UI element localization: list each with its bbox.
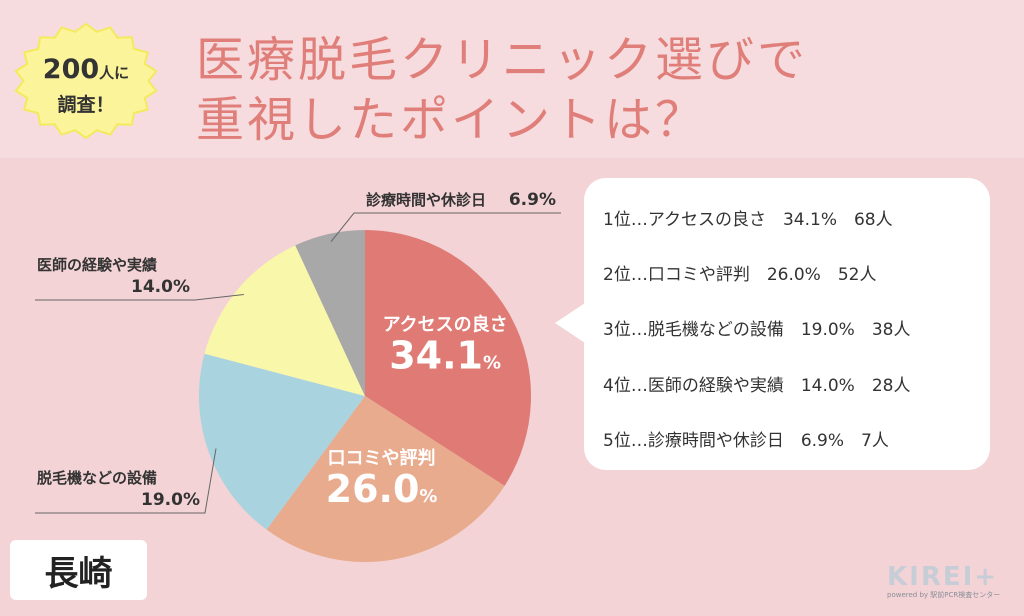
survey-badge: 200人に 調査！ bbox=[10, 22, 162, 140]
badge-starburst-icon bbox=[14, 22, 158, 140]
outer-label-4: 医師の経験や実績 bbox=[37, 256, 157, 274]
badge-count-line: 200人に bbox=[10, 55, 162, 88]
outer-value-3: 19.0% bbox=[141, 490, 200, 510]
badge-count: 200 bbox=[42, 54, 100, 85]
legend-row-2: 2位…口コミや評判 26.0% 52人 bbox=[603, 265, 877, 285]
pie-slice-5 bbox=[295, 230, 365, 396]
logo-sub: powered by 駅前PCR検査センター bbox=[887, 591, 1001, 599]
title-line1: 医療脱毛クリニック選びで bbox=[196, 32, 809, 88]
page-title: 医療脱毛クリニック選びで 重視したポイントは？ bbox=[196, 30, 808, 150]
outer-value-5: 6.9% bbox=[509, 190, 556, 210]
outer-label-5: 診療時間や休診日 bbox=[366, 191, 486, 209]
logo-main: KIREI+ bbox=[887, 562, 999, 592]
pie-slice-2 bbox=[266, 396, 505, 562]
slice-value-1: 34.1% bbox=[389, 333, 501, 377]
legend-pointer bbox=[555, 303, 585, 343]
region-label: 長崎 bbox=[10, 540, 147, 600]
legend-box: 1位…アクセスの良さ 34.1% 68人 2位…口コミや評判 26.0% 52人… bbox=[584, 178, 990, 470]
pie-slice-4 bbox=[204, 245, 365, 396]
pie-slice-3 bbox=[199, 353, 365, 530]
legend-row-1: 1位…アクセスの良さ 34.1% 68人 bbox=[603, 210, 893, 230]
slice-label-2: 口コミや評判 bbox=[328, 447, 436, 469]
slice-value-2: 26.0% bbox=[326, 467, 438, 511]
leader-line-5 bbox=[330, 212, 561, 243]
title-line2: 重視したポイントは？ bbox=[196, 92, 707, 148]
legend-row-3: 3位…脱毛機などの設備 19.0% 38人 bbox=[603, 320, 911, 340]
slice-label-1: アクセスの良さ bbox=[383, 313, 508, 335]
outer-value-4: 14.0% bbox=[131, 277, 190, 297]
header-band bbox=[0, 0, 1024, 158]
brand-logo: KIREI+ powered by 駅前PCR検査センター bbox=[887, 562, 1007, 602]
legend-row-5: 5位…診療時間や休診日 6.9% 7人 bbox=[603, 431, 889, 451]
badge-unit: 人に bbox=[99, 64, 130, 82]
badge-line2: 調査！ bbox=[57, 94, 115, 116]
leader-line-3 bbox=[35, 448, 217, 514]
outer-label-3: 脱毛機などの設備 bbox=[37, 469, 157, 487]
leader-line-4 bbox=[35, 294, 244, 301]
pie-slice-1 bbox=[365, 230, 532, 486]
legend-row-4: 4位…医師の経験や実績 14.0% 28人 bbox=[603, 376, 911, 396]
